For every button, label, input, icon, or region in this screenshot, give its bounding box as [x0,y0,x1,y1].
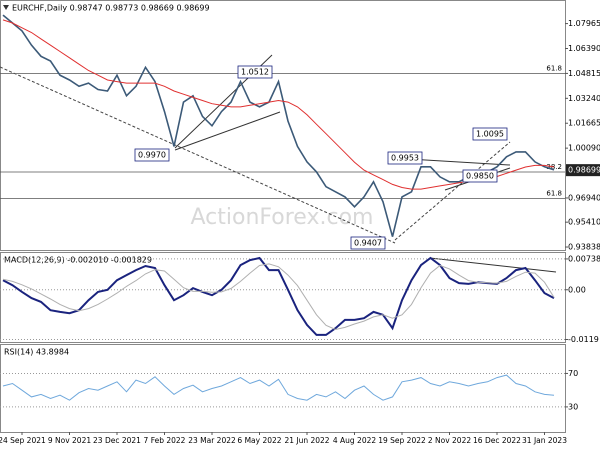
annotation-box [462,169,498,183]
annotation-box [472,127,508,141]
x-tick-label: 9 Nov 2021 [48,436,91,445]
annotation: 0.9953 [391,154,419,163]
y-tick-label: 70 [568,369,578,378]
annotation: 0.9970 [138,151,166,160]
watermark: ActionForex.com [191,205,374,230]
y-tick-label: 0.00 [568,285,586,294]
y-tick-label: 1.01665 [568,119,600,128]
y-tick-label: 1.03240 [568,94,600,103]
fib-level-label: 61.8 [546,190,562,198]
annotation-box [237,65,273,79]
channel-line [174,111,281,151]
macd-trend-line [429,257,557,273]
annotation: 1.0512 [241,68,269,77]
annotation-box [134,148,170,162]
y-tick-label: 0.95410 [568,218,600,227]
x-tick-label: 7 Feb 2022 [144,436,186,445]
rsi-title: RSI(14) 43.8984 [4,348,69,357]
fib-level-label: 61.8 [546,65,562,73]
annotation-box [350,236,386,250]
x-tick-label: 6 May 2022 [237,436,281,445]
series-line [2,14,555,237]
y-tick-label: 1.04815 [568,69,600,78]
annotation-box [387,151,423,165]
x-tick-label: 23 Mar 2022 [188,436,236,445]
annotation: 1.0095 [476,130,504,139]
menu-arrow [3,5,9,10]
series-line [2,256,555,336]
y-tick-label: 0.93838 [568,243,600,252]
rsi-panel [0,344,566,433]
x-tick-label: 4 Aug 2022 [333,436,376,445]
x-tick-label: 16 Dec 2022 [473,436,521,445]
last-price-box [566,164,600,177]
y-tick-label: 0.00738 [568,254,600,263]
annotation: 0.9407 [354,239,382,248]
x-tick-label: 19 Sep 2022 [378,436,426,445]
y-tick-label: 0.96940 [568,193,600,202]
x-tick-label: 24 Sep 2021 [0,436,46,445]
y-tick-label: -0.0119 [568,335,599,344]
annotation: 0.9850 [466,172,494,181]
y-tick-label: 30 [568,402,578,411]
trend-line [0,66,396,244]
last-price-label: 0.98699 [568,166,600,175]
x-tick-label: 23 Dec 2021 [93,436,141,445]
main-panel [0,0,566,251]
x-tick-label: 21 Jun 2022 [284,436,329,445]
macd-panel [0,252,566,343]
series-line [2,263,555,331]
y-tick-label: 1.06390 [568,44,600,53]
y-tick-label: 1.00090 [568,144,600,153]
series-line [2,374,555,401]
series-line [2,19,555,190]
macd-title: MACD(12,26,9) -0.002010 -0.001829 [4,256,152,265]
y-tick-label: 1.07965 [568,19,600,28]
fib-level-label: 38.2 [546,163,562,171]
trend-line [394,141,511,241]
chart-title: EURCHF,Daily 0.98747 0.98773 0.98669 0.9… [12,4,210,13]
x-tick-label: 2 Nov 2022 [428,436,471,445]
x-tick-label: 31 Jan 2023 [522,436,567,445]
